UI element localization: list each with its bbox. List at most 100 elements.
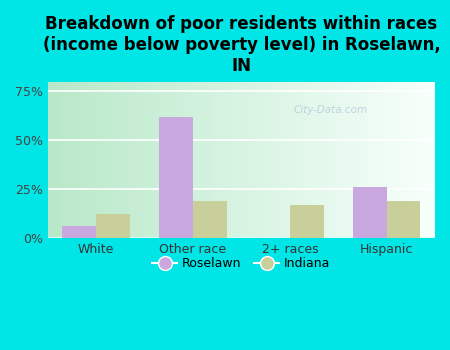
Bar xyxy=(387,82,388,238)
Bar xyxy=(290,205,324,238)
Bar xyxy=(427,82,429,238)
Bar xyxy=(193,201,227,238)
Bar xyxy=(158,82,160,238)
Bar xyxy=(181,82,183,238)
Bar xyxy=(408,82,410,238)
Bar xyxy=(385,82,387,238)
Bar xyxy=(319,82,321,238)
Bar xyxy=(364,82,365,238)
Bar xyxy=(228,82,230,238)
Bar xyxy=(396,82,398,238)
Bar xyxy=(263,82,265,238)
Bar xyxy=(199,82,201,238)
Bar xyxy=(398,82,400,238)
Bar xyxy=(242,82,243,238)
Bar xyxy=(117,82,120,238)
Bar xyxy=(272,82,274,238)
Bar xyxy=(90,82,92,238)
Bar xyxy=(379,82,381,238)
Bar xyxy=(153,82,154,238)
Bar xyxy=(429,82,431,238)
Bar xyxy=(67,82,69,238)
Bar xyxy=(211,82,212,238)
Bar xyxy=(89,82,90,238)
Bar xyxy=(125,82,127,238)
Bar xyxy=(114,82,116,238)
Bar xyxy=(170,82,172,238)
Bar xyxy=(292,82,294,238)
Bar xyxy=(422,82,423,238)
Text: City-Data.com: City-Data.com xyxy=(293,105,368,115)
Bar xyxy=(334,82,336,238)
Bar xyxy=(369,82,371,238)
Bar xyxy=(135,82,137,238)
Bar xyxy=(172,82,174,238)
Bar xyxy=(238,82,239,238)
Bar xyxy=(327,82,328,238)
Bar xyxy=(402,82,404,238)
Bar xyxy=(383,82,385,238)
Bar xyxy=(127,82,129,238)
Bar xyxy=(164,82,166,238)
Bar xyxy=(350,82,352,238)
Bar xyxy=(133,82,135,238)
Bar xyxy=(354,82,356,238)
Bar xyxy=(71,82,73,238)
Bar xyxy=(406,82,408,238)
Bar xyxy=(110,82,112,238)
Bar xyxy=(180,82,181,238)
Bar xyxy=(361,82,364,238)
Bar xyxy=(419,82,422,238)
Bar xyxy=(284,82,286,238)
Bar xyxy=(394,82,396,238)
Bar xyxy=(356,82,358,238)
Bar xyxy=(392,82,394,238)
Bar xyxy=(300,82,302,238)
Bar xyxy=(123,82,125,238)
Bar xyxy=(100,82,102,238)
Bar xyxy=(255,82,257,238)
Bar xyxy=(414,82,416,238)
Bar xyxy=(122,82,123,238)
Bar xyxy=(191,82,193,238)
Bar xyxy=(410,82,412,238)
Bar xyxy=(344,82,346,238)
Bar xyxy=(367,82,369,238)
Bar xyxy=(187,82,189,238)
Bar xyxy=(307,82,309,238)
Bar xyxy=(61,82,63,238)
Bar xyxy=(85,82,86,238)
Bar xyxy=(166,82,168,238)
Bar xyxy=(239,82,242,238)
Bar xyxy=(176,82,178,238)
Bar xyxy=(230,82,232,238)
Bar xyxy=(416,82,418,238)
Bar xyxy=(423,82,425,238)
Bar xyxy=(288,82,290,238)
Bar xyxy=(245,82,247,238)
Bar xyxy=(52,82,54,238)
Bar xyxy=(222,82,224,238)
Bar xyxy=(348,82,350,238)
Bar xyxy=(259,82,261,238)
Bar xyxy=(120,82,122,238)
Bar xyxy=(102,82,104,238)
Bar xyxy=(98,82,100,238)
Bar xyxy=(365,82,367,238)
Bar xyxy=(139,82,141,238)
Bar xyxy=(373,82,375,238)
Bar xyxy=(83,82,85,238)
Bar xyxy=(336,82,338,238)
Bar xyxy=(333,82,334,238)
Bar xyxy=(280,82,282,238)
Bar xyxy=(183,82,185,238)
Bar xyxy=(148,82,150,238)
Bar xyxy=(220,82,222,238)
Bar xyxy=(201,82,203,238)
Bar xyxy=(388,82,391,238)
Bar xyxy=(253,82,255,238)
Bar xyxy=(232,82,234,238)
Bar xyxy=(265,82,266,238)
Bar xyxy=(330,82,333,238)
Bar xyxy=(290,82,292,238)
